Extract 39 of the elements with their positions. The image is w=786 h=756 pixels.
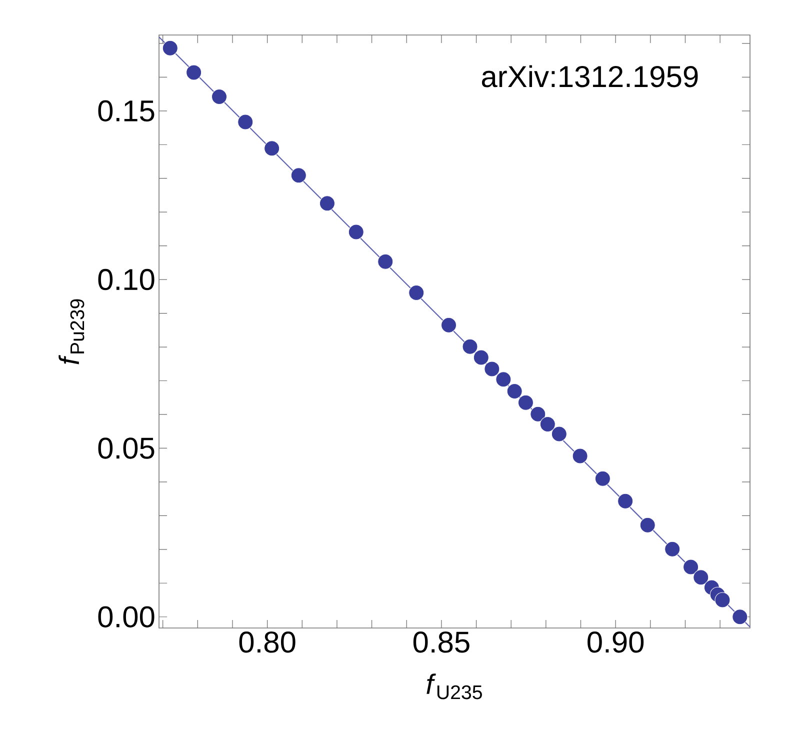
x-tick-label: 0.90 [588,632,644,653]
point [348,224,364,240]
point [540,416,556,432]
point [530,406,546,422]
point [594,470,610,486]
point [551,426,567,442]
x-axis-title: f$_{U235}$ [426,674,482,700]
y-tick-label: 0.05 [98,438,154,459]
point [664,541,680,557]
point [683,559,699,575]
point [714,592,730,608]
x-tick-label: 0.85 [413,632,470,653]
y-tick-label: 0.10 [98,268,154,290]
point [496,372,512,388]
point [640,517,656,533]
x-tick-label: 0.80 [239,632,296,653]
point [162,40,178,56]
point [473,350,489,366]
point [484,361,500,377]
point [462,338,478,354]
point [618,493,634,509]
point [693,570,709,586]
point [441,317,457,333]
point [212,88,227,104]
point [518,394,534,410]
point [572,448,588,464]
point [238,114,254,130]
point [319,196,335,212]
annotation: arXiv:1312.1959 [482,65,698,88]
point [408,284,424,300]
point [186,64,202,80]
point [732,609,748,625]
y-tick-label: 0.15 [98,100,154,122]
y-axis-title: f$_{Pu239}$ [58,299,84,364]
point [264,140,280,156]
point [506,383,522,399]
point [290,168,306,184]
y-tick-label: 0.00 [98,606,154,628]
point [378,254,394,270]
